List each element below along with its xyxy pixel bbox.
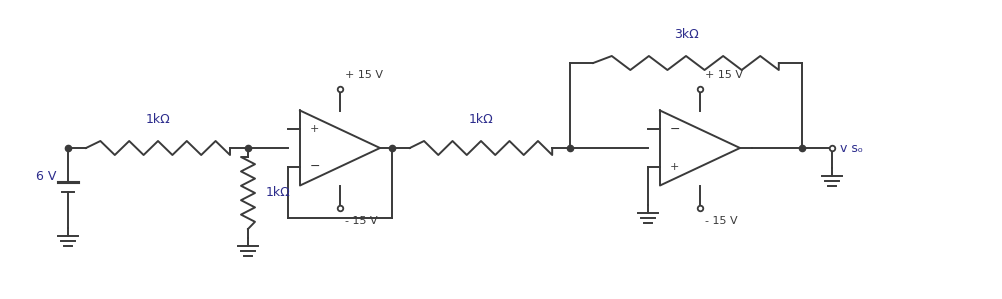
Text: 1kΩ: 1kΩ (469, 113, 493, 126)
Text: + 15 V: + 15 V (345, 71, 383, 80)
Text: - 15 V: - 15 V (345, 216, 378, 225)
Text: 1kΩ: 1kΩ (145, 113, 170, 126)
Text: 6 V: 6 V (36, 170, 56, 182)
Text: +: + (670, 162, 679, 172)
Text: 1kΩ: 1kΩ (266, 187, 291, 199)
Text: −: − (670, 123, 680, 136)
Text: v sₒ: v sₒ (840, 141, 863, 155)
Text: 3kΩ: 3kΩ (673, 28, 698, 41)
Text: + 15 V: + 15 V (705, 71, 743, 80)
Text: - 15 V: - 15 V (705, 216, 737, 225)
Text: −: − (310, 160, 321, 173)
Text: +: + (310, 124, 320, 134)
